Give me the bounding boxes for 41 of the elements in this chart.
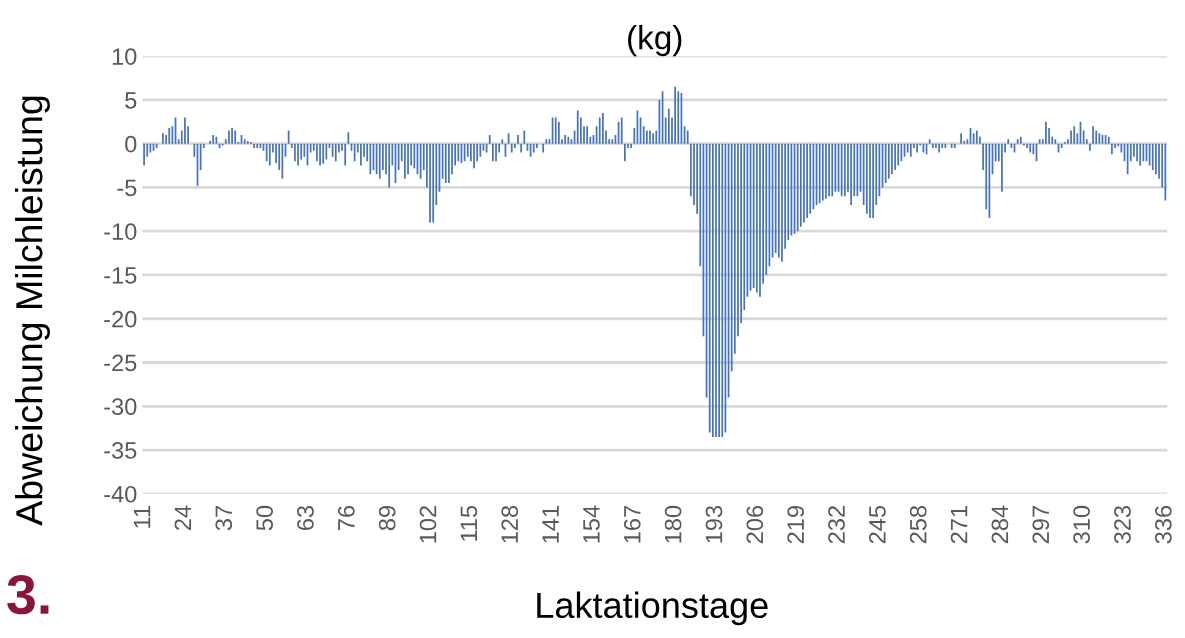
x-tick-label: 141	[542, 506, 559, 543]
x-tick-label: 128	[501, 505, 519, 543]
y-tick-label: -5	[117, 179, 137, 197]
x-tick-label: 297	[1032, 506, 1050, 544]
x-tick-label: 232	[828, 506, 845, 544]
y-tick-label: -15	[104, 267, 137, 284]
x-tick-label: 11	[133, 506, 151, 528]
y-tick-label: 0	[125, 135, 137, 153]
y-tick-label: -40	[104, 485, 137, 503]
y-tick-label: -25	[104, 354, 137, 372]
x-tick-label: 310	[1073, 505, 1090, 544]
x-axis-title: Laktationstage	[537, 591, 768, 626]
x-tick-label: 284	[991, 505, 1009, 544]
x-tick-label: 336	[1154, 505, 1172, 544]
x-tick-label: 24	[174, 505, 192, 530]
x-tick-label: 245	[869, 505, 886, 544]
x-tick-label: 76	[337, 505, 355, 530]
y-tick-label: -10	[104, 223, 137, 240]
y-tick-label: -20	[104, 310, 137, 328]
x-tick-label: 271	[950, 506, 968, 544]
x-tick-label: 219	[787, 506, 805, 544]
x-tick-label: 323	[1114, 505, 1131, 544]
x-tick-label: 37	[215, 506, 233, 531]
x-tick-label: 154	[583, 505, 600, 543]
x-tick-label: 206	[746, 505, 764, 544]
y-tick-label: -30	[104, 398, 137, 416]
x-tick-label: 193	[705, 505, 723, 543]
x-tick-label: 89	[378, 506, 396, 531]
y-tick-label: -35	[104, 442, 137, 459]
x-tick-label: 50	[256, 505, 273, 531]
x-tick-label: 115	[460, 505, 478, 541]
y-tick-label: 5	[125, 92, 137, 109]
x-tick-label: 167	[623, 506, 641, 543]
text: 3.	[7, 574, 49, 615]
x-tick-label: 180	[664, 505, 682, 543]
x-tick-label: 258	[909, 505, 927, 544]
y-axis-title: Abweichung Milchleistung	[14, 96, 50, 526]
x-tick-label: 102	[419, 506, 437, 543]
x-tick-label: 63	[297, 505, 314, 530]
chart-title: (kg)	[628, 25, 682, 57]
y-tick-label: 10	[112, 48, 137, 65]
